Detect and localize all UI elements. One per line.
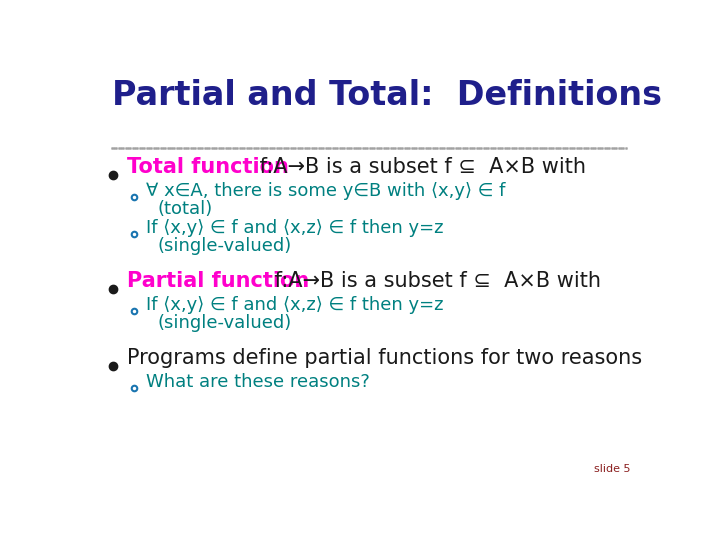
Text: f:A→B is a subset f ⊆  A×B with: f:A→B is a subset f ⊆ A×B with bbox=[253, 157, 585, 177]
Text: (total): (total) bbox=[158, 200, 212, 218]
Text: Partial function: Partial function bbox=[127, 271, 310, 291]
Text: f:A→B is a subset f ⊆  A×B with: f:A→B is a subset f ⊆ A×B with bbox=[269, 271, 601, 291]
Text: If ⟨x,y⟩ ∈ f and ⟨x,z⟩ ∈ f then y=z: If ⟨x,y⟩ ∈ f and ⟨x,z⟩ ∈ f then y=z bbox=[145, 219, 444, 237]
Text: (single-valued): (single-valued) bbox=[158, 314, 292, 332]
Text: slide 5: slide 5 bbox=[595, 464, 631, 475]
Text: If ⟨x,y⟩ ∈ f and ⟨x,z⟩ ∈ f then y=z: If ⟨x,y⟩ ∈ f and ⟨x,z⟩ ∈ f then y=z bbox=[145, 296, 444, 314]
Text: ∀ x∈A, there is some y∈B with ⟨x,y⟩ ∈ f: ∀ x∈A, there is some y∈B with ⟨x,y⟩ ∈ f bbox=[145, 181, 505, 200]
Text: Partial and Total:  Definitions: Partial and Total: Definitions bbox=[112, 79, 662, 112]
Text: Total function: Total function bbox=[127, 157, 289, 177]
Text: Programs define partial functions for two reasons: Programs define partial functions for tw… bbox=[127, 348, 642, 368]
Text: (single-valued): (single-valued) bbox=[158, 237, 292, 255]
Text: What are these reasons?: What are these reasons? bbox=[145, 373, 369, 390]
